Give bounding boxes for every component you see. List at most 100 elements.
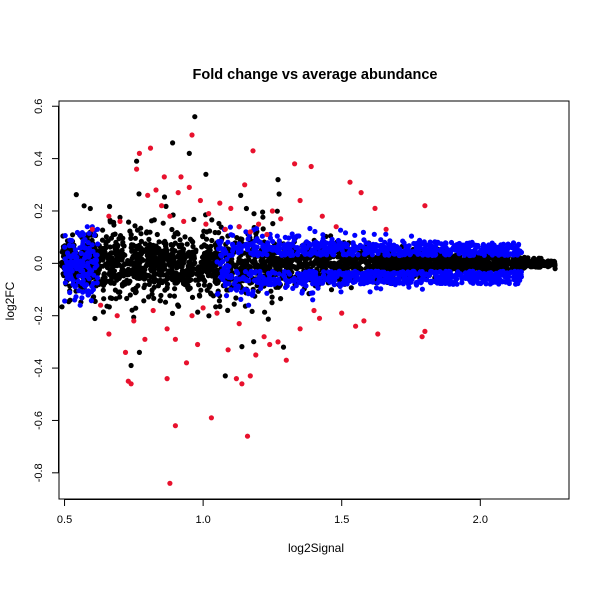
blue-point xyxy=(94,275,101,281)
red-point xyxy=(164,376,170,382)
blue-point xyxy=(82,283,88,289)
red-point xyxy=(247,373,253,379)
blue-point xyxy=(236,276,242,282)
black-point xyxy=(141,276,147,282)
black-point xyxy=(337,262,343,268)
black-point xyxy=(195,309,201,315)
black-point xyxy=(216,230,222,236)
blue-point xyxy=(225,239,231,245)
black-point xyxy=(174,230,180,236)
black-point xyxy=(105,253,111,259)
blue-point xyxy=(400,238,406,244)
black-point xyxy=(119,265,125,271)
blue-point xyxy=(500,279,506,285)
blue-point xyxy=(217,261,223,267)
blue-point xyxy=(312,273,318,279)
black-point xyxy=(386,257,392,263)
black-point xyxy=(344,262,350,268)
blue-point xyxy=(230,232,236,238)
black-point xyxy=(162,287,168,293)
blue-point xyxy=(89,283,95,289)
blue-point xyxy=(443,268,449,274)
blue-point xyxy=(471,277,478,283)
black-point xyxy=(213,304,219,310)
black-point xyxy=(209,237,215,244)
black-point xyxy=(358,266,364,272)
red-point xyxy=(347,179,353,185)
blue-point xyxy=(281,242,287,248)
black-point xyxy=(91,294,97,300)
red-point xyxy=(339,310,345,316)
red-point xyxy=(236,224,242,230)
blue-point xyxy=(244,287,250,293)
black-point xyxy=(175,279,181,285)
blue-point xyxy=(396,248,402,254)
blue-point xyxy=(307,225,313,232)
plot-frame xyxy=(58,100,570,500)
blue-point xyxy=(230,242,236,248)
blue-point xyxy=(224,262,230,268)
blue-point xyxy=(510,240,517,246)
red-point xyxy=(89,226,95,232)
blue-point xyxy=(513,273,519,279)
blue-point xyxy=(310,268,316,274)
black-point xyxy=(196,282,202,288)
black-point xyxy=(184,241,190,247)
black-point xyxy=(156,239,162,245)
black-point xyxy=(117,214,123,220)
black-point xyxy=(405,265,411,271)
blue-point xyxy=(390,251,397,257)
black-point xyxy=(126,271,132,278)
blue-point xyxy=(433,269,439,275)
blue-point xyxy=(227,224,233,230)
blue-point xyxy=(76,288,82,294)
black-point xyxy=(92,315,98,322)
blue-point xyxy=(294,250,300,257)
red-point xyxy=(422,328,428,334)
blue-point xyxy=(308,242,314,248)
black-point xyxy=(189,238,195,244)
black-point xyxy=(262,309,268,315)
black-point xyxy=(177,237,183,243)
black-point xyxy=(472,257,478,263)
blue-point xyxy=(415,249,421,255)
blue-point xyxy=(267,235,273,241)
red-point xyxy=(161,174,167,180)
black-point xyxy=(260,259,266,265)
red-point xyxy=(106,331,112,337)
black-point xyxy=(471,262,477,268)
blue-point xyxy=(302,250,308,256)
blue-point xyxy=(67,289,73,296)
black-point xyxy=(100,309,106,315)
black-point xyxy=(207,282,213,288)
black-point xyxy=(256,263,262,269)
black-point xyxy=(293,265,299,271)
blue-point xyxy=(250,288,256,295)
black-point xyxy=(161,194,168,200)
blue-point xyxy=(79,230,85,236)
black-point xyxy=(164,251,170,257)
black-point xyxy=(178,274,184,280)
blue-point xyxy=(80,273,86,280)
black-point xyxy=(124,261,131,267)
black-point xyxy=(348,285,354,291)
red-point xyxy=(172,336,178,342)
blue-point xyxy=(366,244,372,250)
black-point xyxy=(260,214,266,220)
black-point xyxy=(167,268,173,274)
blue-point xyxy=(293,283,299,289)
blue-point xyxy=(394,244,400,250)
black-point xyxy=(138,238,144,244)
black-point xyxy=(103,241,109,247)
blue-point xyxy=(397,279,403,285)
blue-point xyxy=(282,247,288,253)
black-point xyxy=(138,231,144,237)
red-point xyxy=(250,148,256,154)
blue-point xyxy=(223,271,229,277)
black-point xyxy=(394,257,401,263)
black-point xyxy=(148,262,154,269)
red-point xyxy=(189,313,195,319)
black-point xyxy=(145,248,151,254)
black-point xyxy=(268,288,274,294)
blue-point xyxy=(347,277,353,283)
